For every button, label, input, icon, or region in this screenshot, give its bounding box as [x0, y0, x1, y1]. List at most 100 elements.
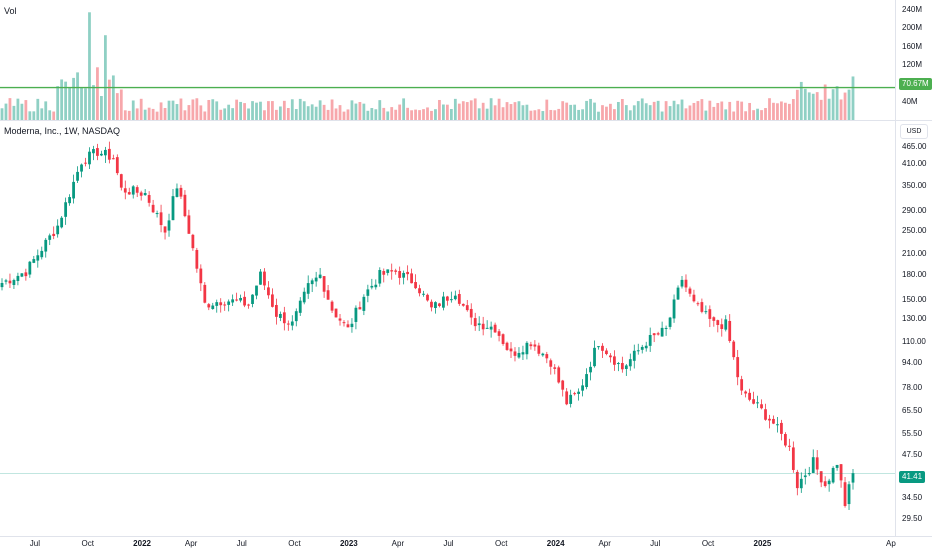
- candle-body[interactable]: [60, 217, 64, 228]
- candle-body[interactable]: [8, 280, 12, 284]
- candle-body[interactable]: [795, 471, 799, 489]
- volume-bar[interactable]: [728, 101, 732, 120]
- volume-bar[interactable]: [243, 103, 246, 120]
- volume-bar[interactable]: [32, 111, 36, 120]
- volume-bar[interactable]: [123, 110, 127, 120]
- candle-body[interactable]: [52, 233, 56, 237]
- volume-bar[interactable]: [215, 101, 219, 120]
- volume-bar[interactable]: [286, 108, 290, 120]
- candle-body[interactable]: [219, 302, 223, 306]
- candle-body[interactable]: [119, 174, 123, 188]
- candle-body[interactable]: [656, 333, 660, 335]
- volume-bar[interactable]: [282, 100, 286, 120]
- candle-body[interactable]: [398, 271, 402, 278]
- candle-body[interactable]: [382, 271, 386, 275]
- volume-bar[interactable]: [406, 107, 410, 120]
- candle-body[interactable]: [366, 289, 370, 296]
- volume-bar[interactable]: [131, 100, 135, 120]
- volume-bar[interactable]: [294, 109, 298, 120]
- candle-body[interactable]: [390, 270, 394, 272]
- volume-bar[interactable]: [549, 109, 553, 120]
- volume-bar[interactable]: [652, 101, 656, 120]
- candle-body[interactable]: [24, 272, 28, 277]
- candle-body[interactable]: [263, 271, 266, 286]
- candle-body[interactable]: [517, 352, 521, 358]
- volume-bar[interactable]: [64, 81, 68, 120]
- candle-body[interactable]: [290, 321, 294, 326]
- candle-body[interactable]: [215, 302, 219, 306]
- volume-bar[interactable]: [752, 110, 755, 120]
- candle-body[interactable]: [151, 204, 155, 213]
- volume-bar[interactable]: [143, 109, 147, 120]
- volume-bar[interactable]: [263, 110, 266, 120]
- volume-bar[interactable]: [251, 101, 254, 120]
- candle-body[interactable]: [171, 196, 175, 221]
- volume-bar[interactable]: [374, 109, 378, 120]
- candle-body[interactable]: [191, 234, 195, 249]
- candle-body[interactable]: [851, 473, 855, 483]
- volume-bar[interactable]: [561, 101, 565, 120]
- volume-bar[interactable]: [24, 100, 28, 120]
- volume-bar[interactable]: [298, 98, 302, 120]
- volume-bar[interactable]: [784, 102, 787, 120]
- candle-body[interactable]: [565, 391, 569, 405]
- candle-body[interactable]: [549, 360, 553, 367]
- volume-bar[interactable]: [553, 110, 557, 120]
- volume-bar[interactable]: [115, 93, 119, 120]
- candle-body[interactable]: [203, 284, 207, 303]
- volume-bar[interactable]: [851, 76, 855, 120]
- candle-body[interactable]: [159, 212, 163, 226]
- volume-bar[interactable]: [163, 107, 167, 120]
- candle-body[interactable]: [525, 342, 529, 355]
- volume-bar[interactable]: [489, 98, 493, 120]
- candle-body[interactable]: [652, 333, 656, 336]
- volume-bar[interactable]: [461, 101, 465, 120]
- volume-bar[interactable]: [211, 99, 215, 120]
- candle-body[interactable]: [672, 299, 676, 319]
- candle-body[interactable]: [274, 304, 278, 317]
- candle-body[interactable]: [76, 171, 79, 181]
- candle-body[interactable]: [12, 279, 16, 286]
- volume-bar[interactable]: [155, 111, 159, 120]
- candle-body[interactable]: [350, 323, 354, 328]
- volume-bar[interactable]: [533, 110, 537, 120]
- volume-bar[interactable]: [326, 109, 330, 120]
- volume-bar[interactable]: [696, 101, 700, 120]
- volume-bar[interactable]: [748, 102, 751, 120]
- candle-body[interactable]: [282, 312, 286, 324]
- volume-bar[interactable]: [787, 103, 791, 120]
- candle-body[interactable]: [32, 259, 36, 263]
- volume-bar[interactable]: [438, 99, 441, 120]
- candle-body[interactable]: [628, 359, 632, 367]
- volume-bar[interactable]: [259, 101, 262, 120]
- candle-body[interactable]: [278, 313, 282, 318]
- candle-body[interactable]: [477, 323, 481, 326]
- volume-bar[interactable]: [668, 106, 672, 120]
- candle-body[interactable]: [831, 467, 835, 483]
- candle-body[interactable]: [88, 151, 91, 165]
- volume-bar[interactable]: [505, 102, 509, 120]
- candle-body[interactable]: [298, 300, 302, 313]
- pane-divider[interactable]: [0, 120, 932, 121]
- volume-bar[interactable]: [644, 103, 648, 120]
- volume-bar[interactable]: [135, 108, 139, 120]
- candle-body[interactable]: [167, 220, 171, 231]
- volume-bar[interactable]: [278, 106, 282, 120]
- volume-bar[interactable]: [692, 102, 696, 120]
- volume-bar[interactable]: [290, 99, 294, 120]
- volume-bar[interactable]: [811, 93, 815, 120]
- candle-body[interactable]: [784, 434, 787, 446]
- candle-body[interactable]: [255, 285, 258, 296]
- candle-body[interactable]: [187, 215, 191, 234]
- volume-bar[interactable]: [255, 102, 258, 120]
- candle-body[interactable]: [493, 324, 497, 333]
- volume-bar[interactable]: [764, 108, 767, 120]
- candle-body[interactable]: [839, 464, 843, 481]
- candle-body[interactable]: [422, 293, 425, 295]
- volume-bar[interactable]: [525, 104, 529, 120]
- volume-bar[interactable]: [12, 105, 16, 120]
- volume-bar[interactable]: [601, 105, 604, 120]
- candle-body[interactable]: [732, 341, 736, 358]
- candle-body[interactable]: [414, 282, 417, 289]
- volume-bar[interactable]: [107, 79, 111, 120]
